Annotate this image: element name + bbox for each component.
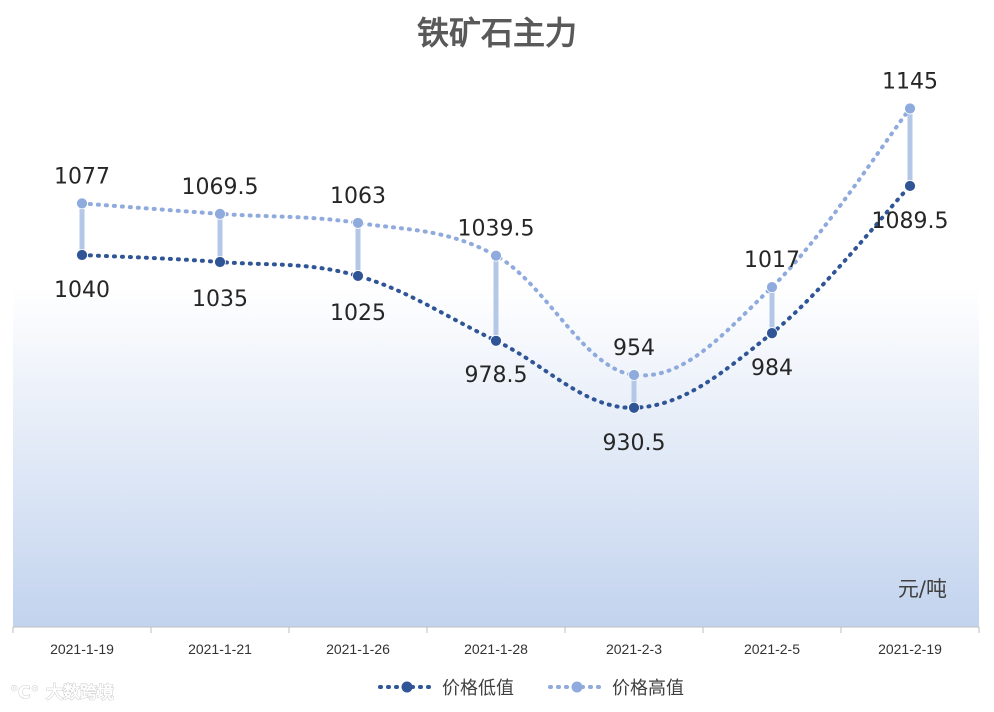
data-point-high [628, 369, 640, 381]
data-label-high: 1063 [330, 184, 386, 209]
x-tick-label: 2021-1-28 [464, 641, 528, 657]
x-tick-label: 2021-1-26 [326, 641, 390, 657]
data-point-high [76, 197, 88, 210]
series-line-high [80, 106, 912, 378]
data-label-high: 1145 [882, 70, 938, 95]
data-label-high: 1017 [744, 248, 800, 273]
data-point-low [352, 270, 364, 282]
legend-label: 价格高值 [612, 678, 684, 699]
data-point-high [904, 102, 916, 115]
data-label-low: 1035 [192, 287, 248, 312]
data-labels: 1040 1077 1035 1069.5 1025 1063 978.5 1039.5 930… [54, 70, 948, 456]
data-label-low: 1040 [54, 278, 110, 303]
legend-marker [571, 681, 583, 693]
data-point-low [76, 249, 88, 261]
data-label-low: 978.5 [465, 363, 528, 388]
data-label-low: 984 [751, 356, 793, 381]
x-tick-label: 2021-1-19 [50, 641, 114, 657]
chart-title: 铁矿石主力 [417, 14, 577, 52]
data-point-low [490, 334, 502, 347]
data-label-low: 1089.5 [872, 209, 949, 234]
unit-label: 元/吨 [898, 577, 947, 601]
watermark-text: 大数跨境 [46, 682, 114, 703]
data-label-low: 1025 [330, 301, 386, 326]
data-label-high: 1069.5 [182, 175, 259, 200]
watermark: ℃° 大数跨境 [10, 682, 115, 704]
watermark-logo-icon: ℃° [10, 683, 39, 703]
x-tick-labels: 2021-1-19 2021-1-21 2021-1-26 2021-1-28 2021… [50, 641, 942, 657]
data-point-low [214, 256, 226, 268]
high-low-lines [79, 108, 913, 408]
legend-label: 价格低值 [442, 678, 514, 699]
data-label-high: 1039.5 [458, 217, 535, 242]
legend-item: 价格低值 [378, 678, 514, 699]
data-point-low [904, 180, 916, 192]
legend: 价格低值 价格高值 [378, 678, 684, 699]
data-point-high [214, 207, 226, 220]
x-tick-label: 2021-2-19 [878, 641, 942, 657]
data-point-high [352, 217, 364, 229]
data-point-high [490, 249, 502, 262]
x-axis [12, 626, 980, 633]
data-point-low [628, 401, 640, 414]
data-label-high: 954 [613, 336, 655, 361]
data-label-high: 1077 [54, 164, 110, 189]
x-tick-label: 2021-1-21 [188, 641, 252, 657]
data-label-low: 930.5 [603, 431, 666, 456]
data-point-high [766, 281, 778, 293]
data-point-low [766, 327, 778, 340]
legend-item: 价格高值 [548, 678, 684, 699]
legend-marker [401, 681, 413, 693]
series-markers [76, 102, 916, 414]
x-tick-label: 2021-2-5 [744, 641, 800, 657]
x-tick-label: 2021-2-3 [606, 641, 662, 657]
